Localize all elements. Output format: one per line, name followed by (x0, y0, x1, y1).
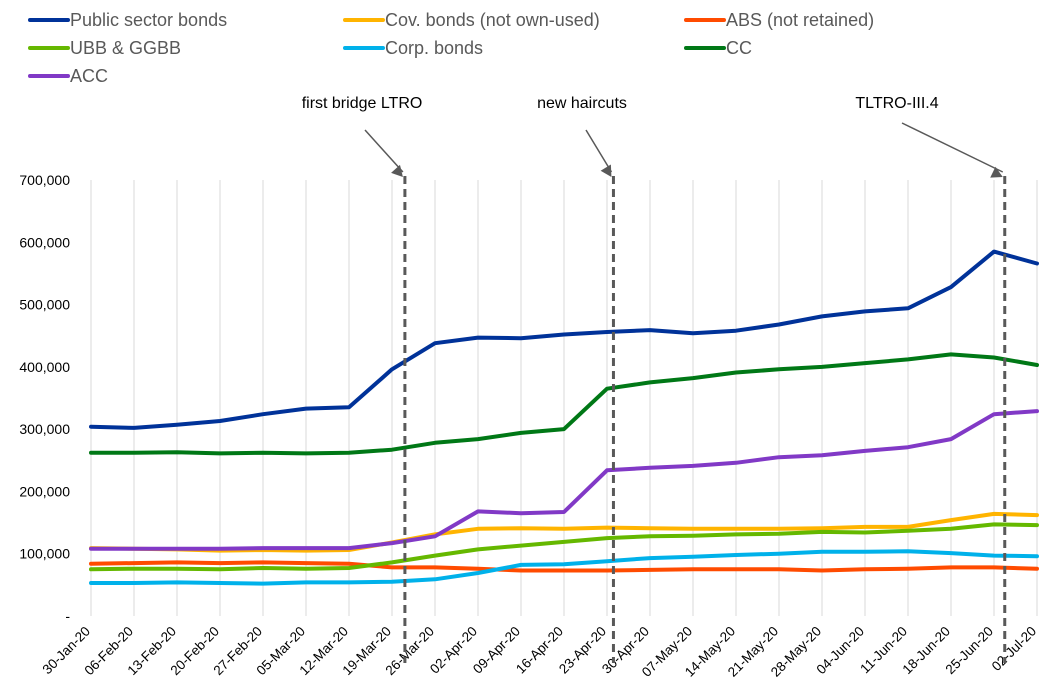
annotations: first bridge LTRO new haircuts TLTRO-III.4 (302, 95, 1007, 663)
y-tick-label: 400,000 (19, 359, 70, 375)
legend-label: Corp. bonds (385, 38, 483, 58)
y-tick-label: 200,000 (19, 483, 70, 499)
legend-label: CC (726, 38, 752, 58)
y-tick-label: 700,000 (19, 172, 70, 188)
x-tick-label: 25-Jun-20 (943, 624, 997, 678)
event-label: new haircuts (537, 95, 627, 112)
y-tick-label: 500,000 (19, 297, 70, 313)
y-tick-label: - (65, 608, 70, 624)
y-axis-ticks: - 100,000 200,000 300,000 400,000 500,000 600,… (19, 172, 70, 624)
y-tick-label: 100,000 (19, 546, 70, 562)
legend-label: Cov. bonds (not own-used) (385, 10, 600, 30)
legend-label: UBB & GGBB (70, 38, 181, 58)
y-tick-label: 300,000 (19, 421, 70, 437)
series-line (89, 409, 1039, 551)
series-line (89, 549, 1039, 586)
series-line (89, 249, 1039, 430)
event-arrow-line (585, 129, 613, 173)
legend-label: ACC (70, 66, 108, 86)
event-label: TLTRO-III.4 (855, 95, 938, 112)
gridlines (90, 180, 1038, 616)
legend-label: ABS (not retained) (726, 10, 874, 30)
series-line (89, 560, 1039, 573)
legend: Public sector bonds Cov. bonds (not own-u… (28, 10, 874, 86)
series-line (89, 352, 1039, 456)
series-lines (89, 249, 1039, 586)
legend-label: Public sector bonds (70, 10, 227, 30)
event-arrow-head (990, 166, 1003, 178)
series-line (89, 522, 1039, 572)
event-arrow-head (600, 164, 612, 177)
event-arrow-head (391, 164, 403, 177)
x-axis-ticks: 30-Jan-2006-Feb-2013-Feb-2020-Feb-2027-F… (40, 624, 1040, 680)
event-arrow-line (364, 129, 404, 173)
event-arrow-line (901, 122, 1004, 173)
y-tick-label: 600,000 (19, 234, 70, 250)
x-tick-label: 04-Jun-20 (814, 624, 868, 678)
event-label: first bridge LTRO (302, 95, 423, 112)
x-tick-label: 02-Jul-20 (989, 624, 1039, 674)
